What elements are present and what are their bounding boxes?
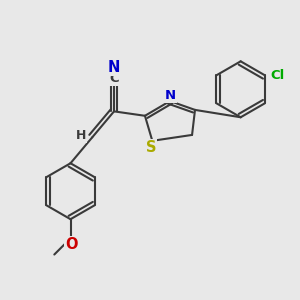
Text: Cl: Cl	[270, 69, 284, 82]
Text: S: S	[146, 140, 156, 155]
Text: O: O	[65, 237, 78, 252]
Text: N: N	[108, 60, 120, 75]
Text: H: H	[76, 129, 86, 142]
Text: N: N	[165, 89, 176, 102]
Text: C: C	[109, 72, 119, 85]
